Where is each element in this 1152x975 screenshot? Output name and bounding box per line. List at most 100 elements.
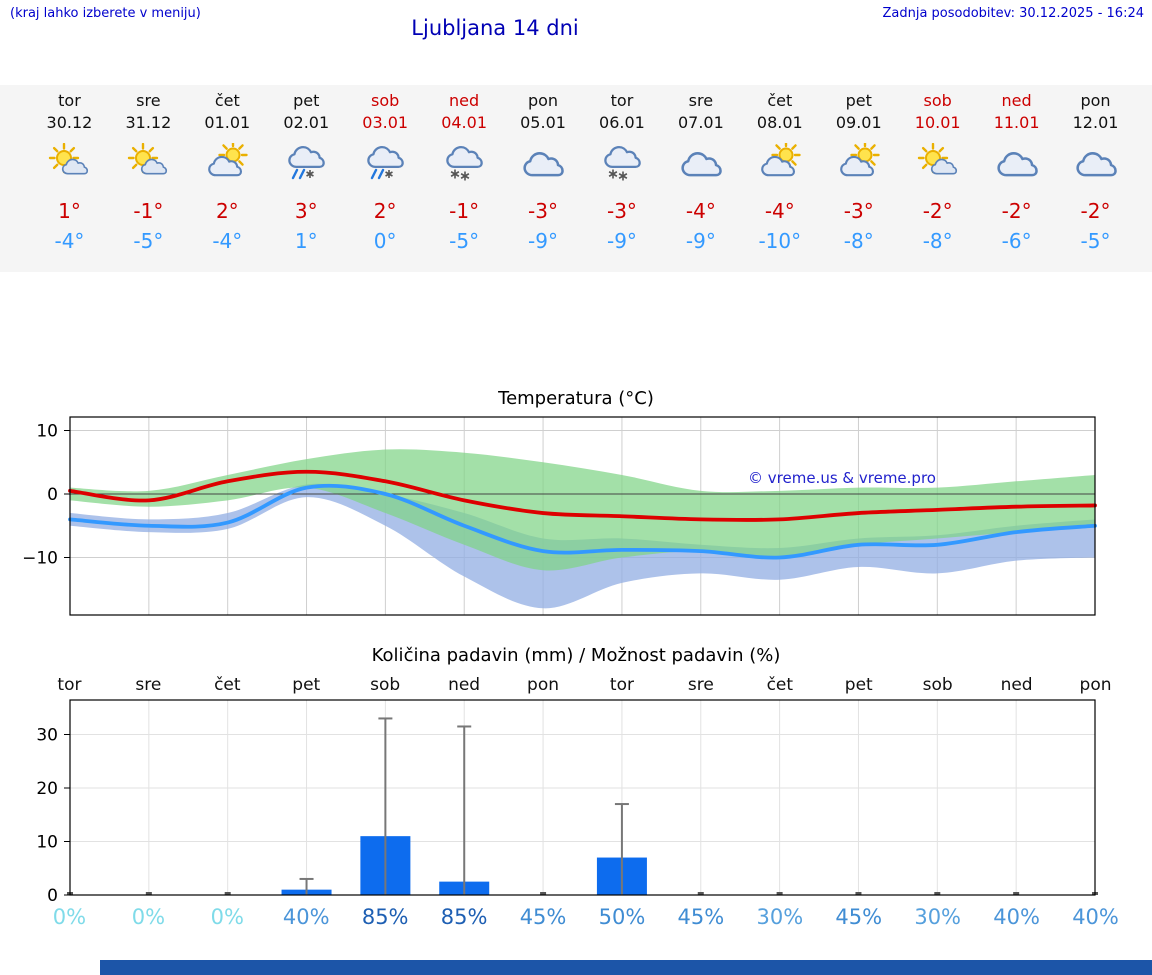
day-temp-max: -3° xyxy=(528,199,558,223)
day-date: 10.01 xyxy=(914,113,961,132)
day-date: 04.01 xyxy=(441,113,487,132)
day-column: čet 01.01 2° -4° xyxy=(188,90,267,256)
day-date: 11.01 xyxy=(993,113,1040,132)
day-temp-min: -9° xyxy=(528,229,558,253)
day-temp-max: 2° xyxy=(215,199,239,223)
precip-probability: 40% xyxy=(282,905,330,929)
snow-icon xyxy=(604,145,641,181)
day-column: sob 10.01 -2° -8° xyxy=(898,90,977,256)
day-icon-wrap xyxy=(440,134,488,192)
precip-probability: 85% xyxy=(440,905,488,929)
precipitation-chart-title: Količina padavin (mm) / Možnost padavin … xyxy=(371,645,781,666)
day-date: 30.12 xyxy=(46,113,93,132)
day-name: sob xyxy=(371,91,400,110)
forecast-strip-background xyxy=(0,85,1152,272)
precip-y-tick: 20 xyxy=(36,779,58,799)
precip-day-label: čet xyxy=(766,675,794,695)
mostly-sunny-icon xyxy=(917,143,957,175)
precip-probability: 45% xyxy=(677,905,725,929)
precip-day-label: sre xyxy=(135,675,162,695)
precipitation-chart: 0 10 20 30 xyxy=(36,699,1098,906)
temp-y-tick: 0 xyxy=(47,485,58,505)
day-icon-wrap xyxy=(361,134,409,192)
day-icon-wrap xyxy=(598,134,646,192)
copyright-link[interactable]: © vreme.us & vreme.pro xyxy=(748,469,936,487)
day-temp-max: -2° xyxy=(1001,199,1032,223)
mostly-sunny-icon xyxy=(49,143,89,175)
precip-probability: 45% xyxy=(519,905,567,929)
day-temp-min: -5° xyxy=(449,229,480,253)
day-temp-max: 2° xyxy=(373,199,397,223)
precip-day-label: sob xyxy=(922,675,953,695)
day-name: pet xyxy=(845,91,872,110)
day-icon-wrap xyxy=(282,134,330,192)
day-temp-min: -8° xyxy=(922,229,953,253)
day-date: 05.01 xyxy=(520,113,566,132)
precip-probability: 40% xyxy=(993,905,1040,929)
partly-cloudy-icon xyxy=(208,143,249,177)
sleet-icon xyxy=(367,145,404,180)
day-temp-max: -4° xyxy=(685,199,716,223)
precip-probability: 0% xyxy=(210,905,244,929)
day-column: pon 12.01 -2° -5° xyxy=(1056,90,1135,256)
precip-day-label: ned xyxy=(448,675,481,695)
day-temp-min: -8° xyxy=(843,229,874,253)
precip-day-label: sob xyxy=(370,675,401,695)
precip-day-labels: tor sre čet pet sob ned pon tor sre čet pet sob ned p… xyxy=(30,675,1135,695)
precip-probability: 45% xyxy=(835,905,883,929)
snow-icon xyxy=(446,145,483,181)
day-name: tor xyxy=(58,91,81,110)
sleet-icon xyxy=(288,145,326,180)
day-column: tor 30.12 1° -4° xyxy=(30,90,109,256)
precip-probability: 30% xyxy=(914,905,962,929)
cloudy-icon xyxy=(681,152,722,177)
day-icon-wrap xyxy=(756,134,804,192)
day-icon-wrap xyxy=(835,134,883,192)
day-name: sre xyxy=(688,91,714,110)
precip-day-label: tor xyxy=(57,675,82,695)
day-date: 07.01 xyxy=(677,113,724,132)
day-name: sre xyxy=(136,91,161,110)
day-column: sre 31.12 -1° -5° xyxy=(109,90,188,256)
temperature-chart-title: Temperatura (°C) xyxy=(498,388,654,409)
day-name: čet xyxy=(214,91,240,110)
day-column: sre 07.01 -4° -9° xyxy=(661,90,740,256)
partly-cloudy-icon xyxy=(760,143,801,177)
temp-y-tick: 10 xyxy=(36,422,58,442)
day-column: pon 05.01 -3° -9° xyxy=(504,90,583,256)
day-temp-min: -6° xyxy=(1001,229,1032,253)
cloudy-icon xyxy=(523,152,564,177)
day-date: 12.01 xyxy=(1072,113,1119,132)
temperature-chart: 10 0 −10 © vreme.us & vreme.pro xyxy=(22,416,1097,616)
day-temp-min: -5° xyxy=(133,229,164,253)
precip-day-label: tor xyxy=(609,675,634,695)
precip-y-tick: 30 xyxy=(36,726,58,746)
mostly-sunny-icon xyxy=(128,143,168,175)
day-date: 03.01 xyxy=(362,113,409,132)
day-temp-max: 3° xyxy=(294,199,318,223)
day-name: tor xyxy=(610,91,634,110)
day-temp-max: 1° xyxy=(58,199,81,223)
precip-y-tick: 10 xyxy=(36,833,58,853)
day-icon-wrap xyxy=(914,134,962,192)
day-icon-wrap xyxy=(124,134,172,192)
precip-probability: 85% xyxy=(361,905,409,929)
day-temp-min: -5° xyxy=(1080,229,1111,253)
precip-day-label: pet xyxy=(292,675,321,695)
precip-day-label: pet xyxy=(844,675,873,695)
day-temp-min: 0° xyxy=(373,229,397,253)
page-title: Ljubljana 14 dni xyxy=(411,16,579,40)
day-icon-wrap xyxy=(1072,134,1120,192)
day-name: čet xyxy=(767,91,793,110)
day-temp-min: -4° xyxy=(212,229,243,253)
day-temp-max: -1° xyxy=(449,199,480,223)
day-temp-max: -4° xyxy=(764,199,795,223)
day-temp-max: -1° xyxy=(133,199,164,223)
precip-probability: 50% xyxy=(598,905,646,929)
day-temp-min: -4° xyxy=(54,229,85,253)
precip-probability: 0% xyxy=(131,905,166,929)
precip-day-label: ned xyxy=(1000,675,1033,695)
day-name: ned xyxy=(1001,91,1032,110)
day-column: čet 08.01 -4° -10° xyxy=(740,90,819,256)
